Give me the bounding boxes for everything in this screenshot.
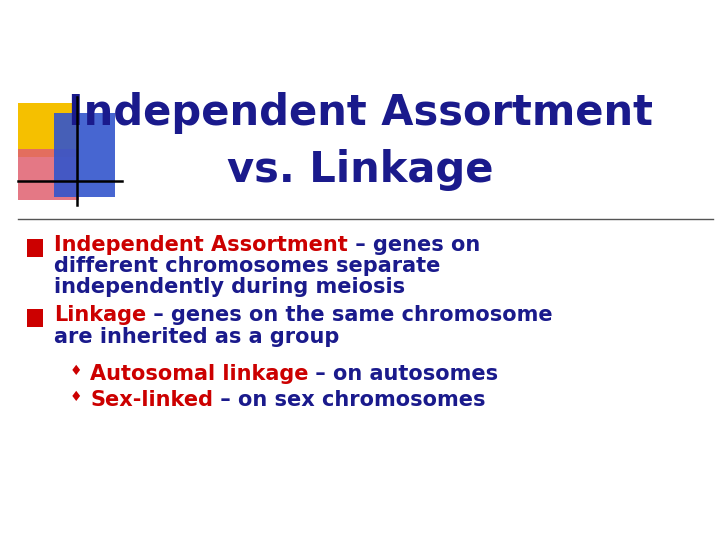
Text: ♦: ♦ (69, 390, 82, 404)
Text: vs. Linkage: vs. Linkage (227, 149, 493, 191)
Text: ♦: ♦ (69, 364, 82, 378)
Text: independently during meiosis: independently during meiosis (54, 277, 405, 297)
Bar (18, 148, 79, 200)
Text: – genes on: – genes on (348, 235, 480, 255)
Text: Independent Assortment: Independent Assortment (68, 92, 652, 134)
Bar (27, 309, 43, 327)
Bar (54, 113, 115, 197)
Text: – on sex chromosomes: – on sex chromosomes (213, 390, 485, 410)
Text: different chromosomes separate: different chromosomes separate (54, 256, 441, 276)
Text: Independent Assortment: Independent Assortment (54, 235, 348, 255)
Bar (27, 239, 43, 256)
Text: are inherited as a group: are inherited as a group (54, 327, 339, 347)
Text: Linkage: Linkage (54, 305, 146, 325)
Text: – on autosomes: – on autosomes (308, 364, 499, 384)
Bar (18, 103, 79, 157)
Text: – genes on the same chromosome: – genes on the same chromosome (146, 305, 553, 325)
Text: Sex-linked: Sex-linked (90, 390, 213, 410)
Text: Autosomal linkage: Autosomal linkage (90, 364, 308, 384)
